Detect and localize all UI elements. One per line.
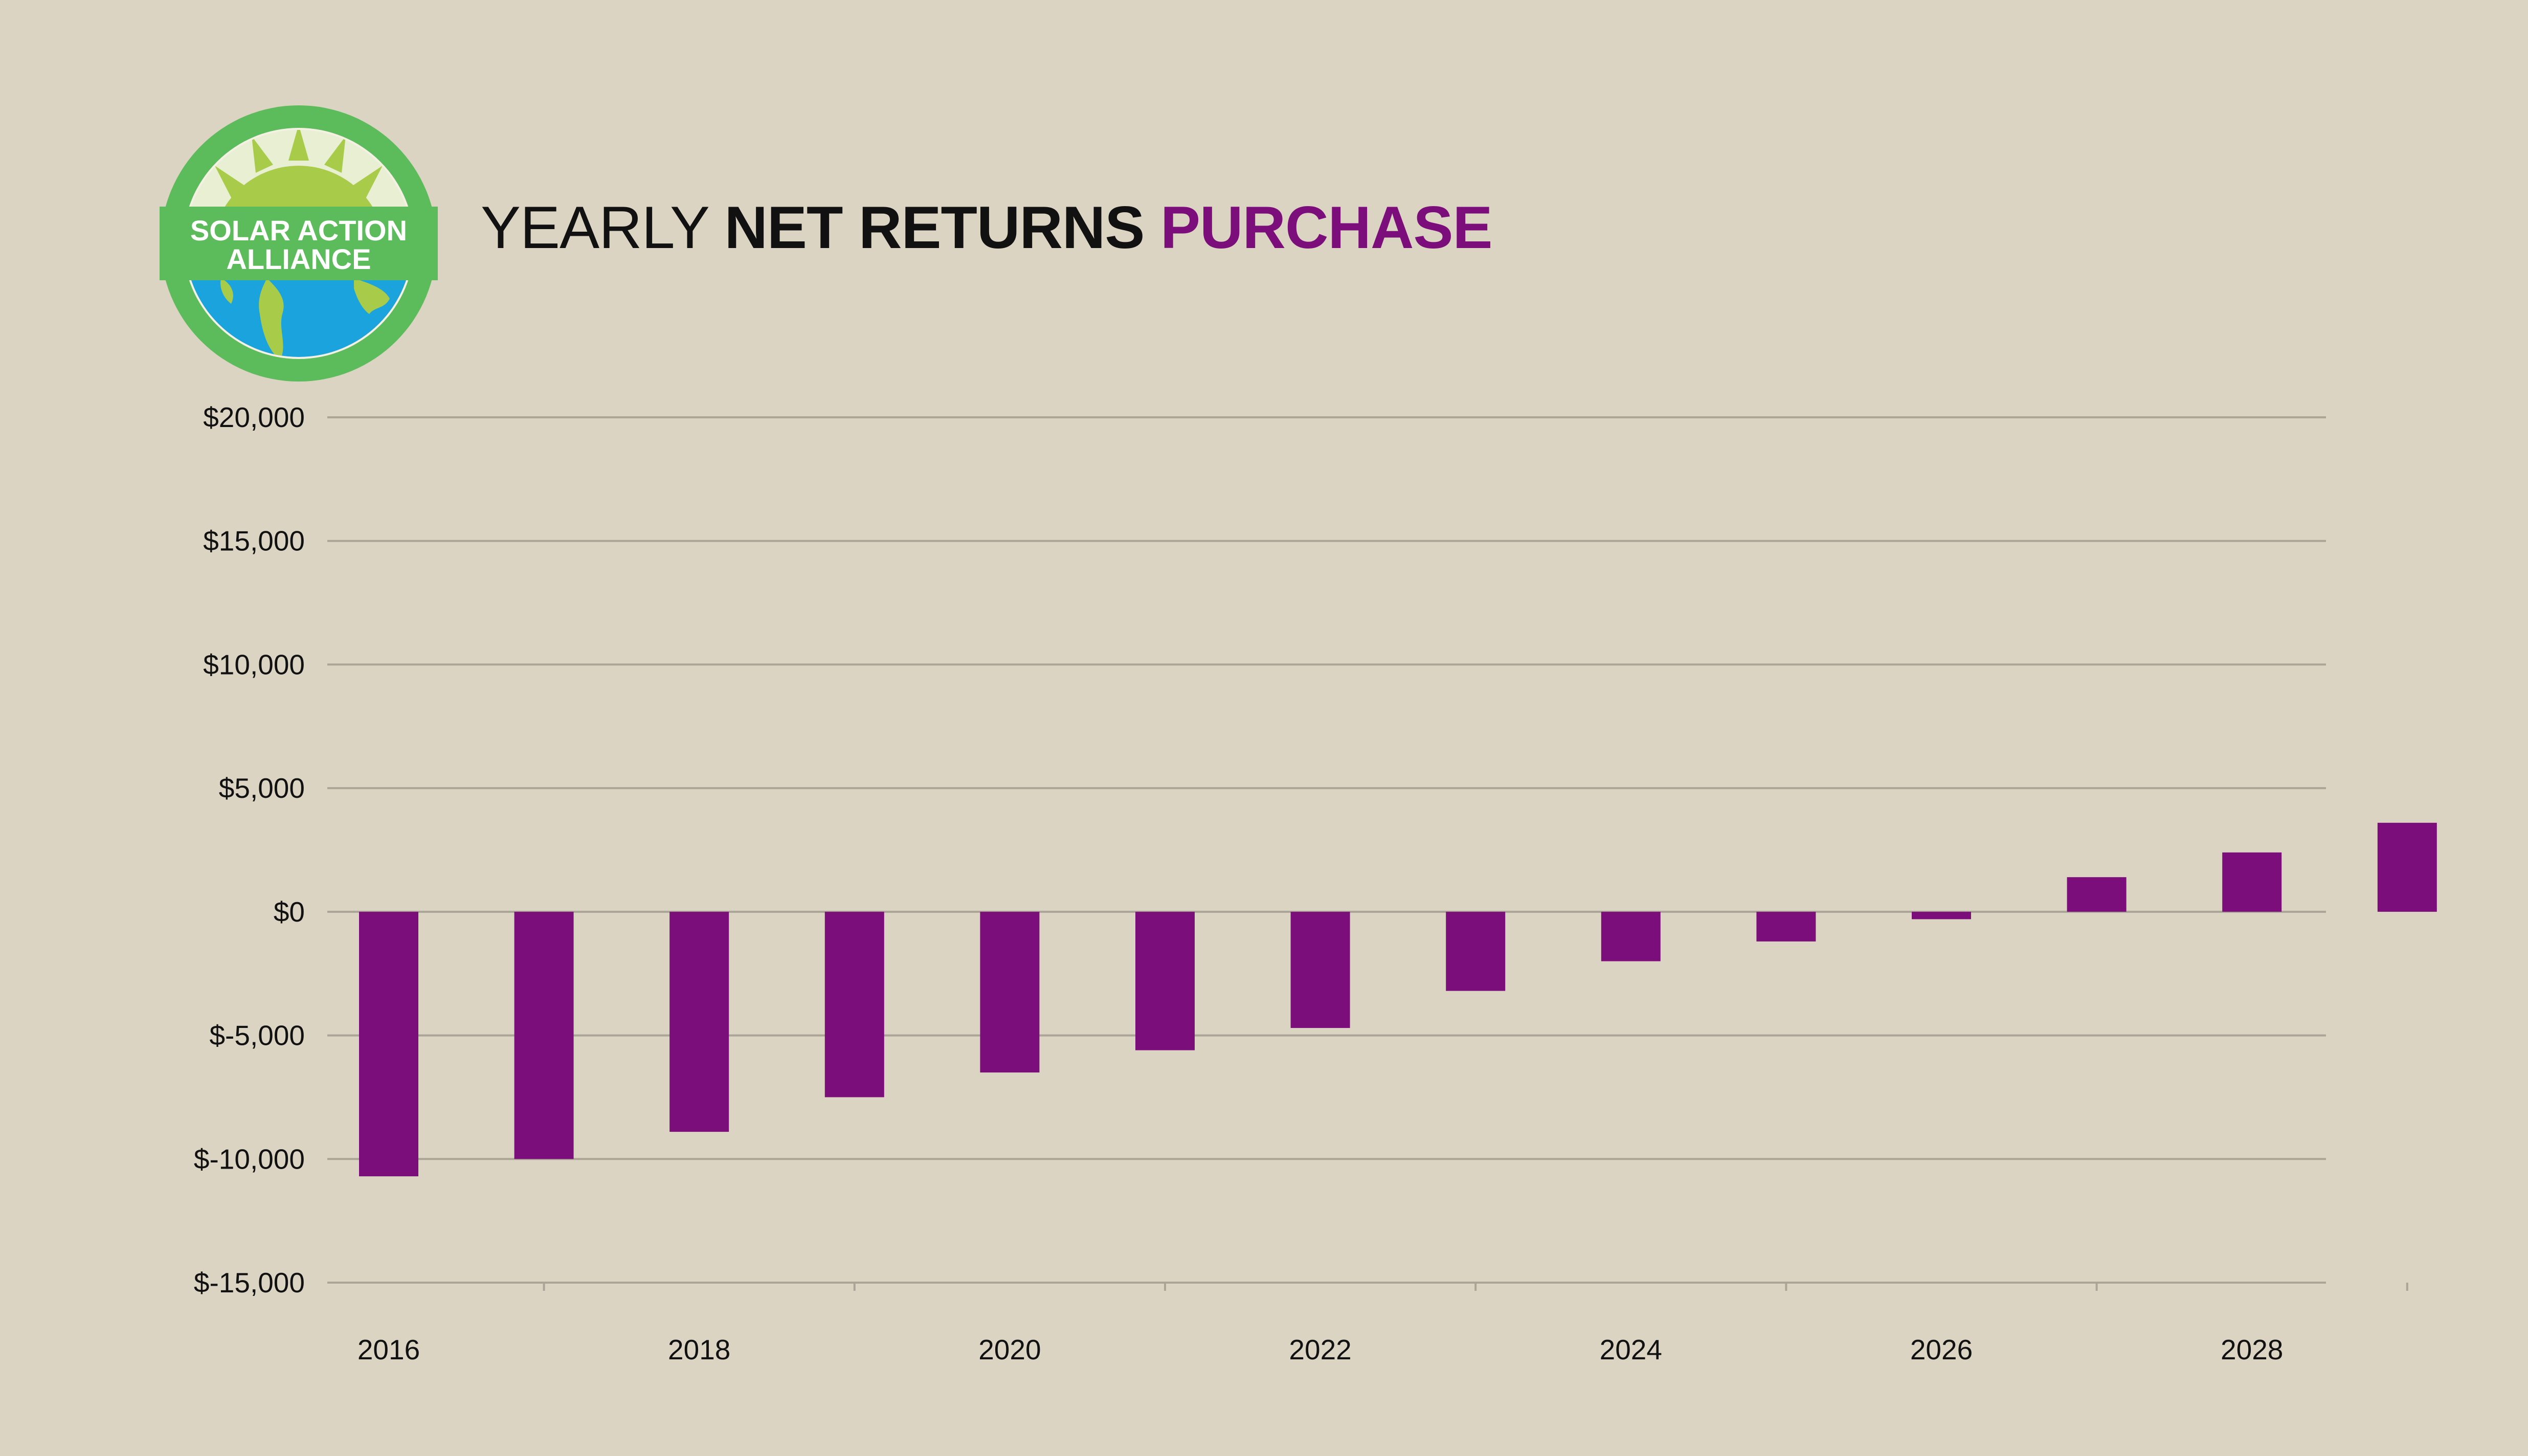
bars <box>359 822 2437 1177</box>
y-tick-label: $0 <box>274 896 305 928</box>
x-tick-label: 2026 <box>1910 1334 1973 1365</box>
bar <box>669 911 729 1132</box>
chart-title: YEARLY NET RETURNS PURCHASE <box>481 197 1493 257</box>
x-axis-tick-labels: 2016201820202022202420262028203020322034… <box>357 1334 2284 1365</box>
title-net-returns: NET RETURNS <box>724 194 1145 261</box>
bar <box>1912 911 1971 920</box>
gridlines <box>327 416 2326 1284</box>
bar <box>2377 822 2437 912</box>
solar-action-alliance-logo: SOLAR ACTION ALLIANCE <box>160 105 438 382</box>
x-tick-label: 2018 <box>668 1334 730 1365</box>
bar <box>980 911 1040 1073</box>
title-yearly: YEARLY <box>481 194 709 261</box>
x-tick-label: 2024 <box>1600 1334 1662 1365</box>
y-tick-label: $20,000 <box>203 401 305 433</box>
y-tick-label: $-15,000 <box>194 1267 305 1298</box>
logo-text-line2: ALLIANCE <box>226 243 371 275</box>
bar <box>2222 852 2282 912</box>
y-tick-label: $10,000 <box>203 648 305 680</box>
y-axis-tick-labels: $20,000 $15,000 $10,000 $5,000 $0 $-5,000 $-10… <box>194 401 305 1298</box>
bar <box>1290 911 1350 1028</box>
bar <box>1135 911 1195 1050</box>
bar <box>1446 911 1506 991</box>
x-axis <box>543 1283 2408 1291</box>
bar <box>359 911 418 1177</box>
y-tick-label: $-10,000 <box>194 1143 305 1175</box>
bar <box>824 911 884 1097</box>
bar <box>2067 877 2127 912</box>
bar <box>1601 911 1661 961</box>
title-purchase: PURCHASE <box>1160 194 1493 261</box>
bar <box>1756 911 1816 942</box>
y-tick-label: $15,000 <box>203 525 305 557</box>
x-tick-label: 2020 <box>978 1334 1041 1365</box>
bar <box>514 911 574 1159</box>
x-tick-label: 2028 <box>2221 1334 2283 1365</box>
y-tick-label: $5,000 <box>219 772 305 804</box>
x-tick-label: 2016 <box>357 1334 420 1365</box>
logo-text-line1: SOLAR ACTION <box>190 214 407 247</box>
y-tick-label: $-5,000 <box>209 1020 305 1051</box>
x-tick-label: 2022 <box>1289 1334 1351 1365</box>
